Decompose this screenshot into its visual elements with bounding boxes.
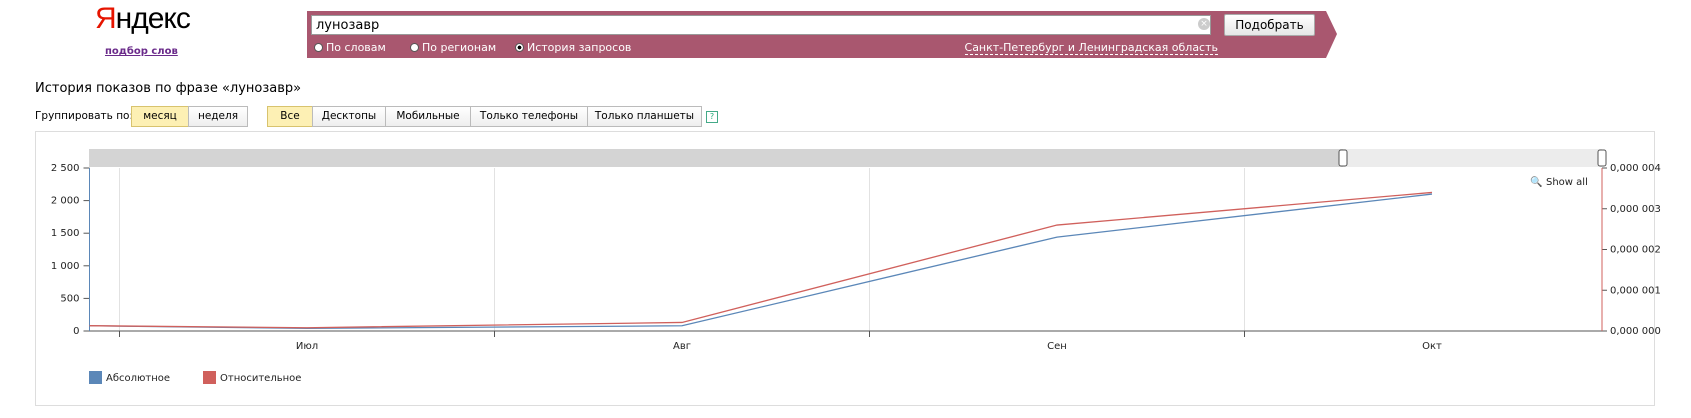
- y2-tick-label: 0,000 002: [1610, 245, 1661, 256]
- group-label: Группировать по:: [35, 110, 134, 122]
- device-button[interactable]: Десктопы: [312, 106, 386, 127]
- device-button[interactable]: Все: [267, 106, 313, 127]
- y-tick-label: 0: [73, 326, 79, 337]
- x-tick-label: Окт: [1422, 341, 1442, 352]
- y2-tick-label: 0,000 001: [1610, 285, 1661, 296]
- group-button[interactable]: неделя: [188, 106, 248, 127]
- device-button[interactable]: Только планшеты: [587, 106, 702, 127]
- legend-label[interactable]: Абсолютное: [106, 373, 170, 384]
- legend-swatch[interactable]: [89, 371, 102, 384]
- search-button[interactable]: Подобрать: [1224, 14, 1315, 36]
- clear-button[interactable]: ×: [1198, 18, 1210, 30]
- y2-tick-label: 0,000 004: [1610, 163, 1661, 174]
- y-tick-label: 2 500: [51, 163, 80, 174]
- series-line: [89, 193, 1433, 330]
- y2-tick-label: 0,000 000: [1610, 326, 1661, 337]
- navigator-handle[interactable]: [1338, 149, 1348, 167]
- legend-label[interactable]: Относительное: [220, 373, 301, 384]
- y-tick-label: 1 500: [51, 228, 80, 239]
- device-button[interactable]: Мобильные: [385, 106, 471, 127]
- navigator-window[interactable]: [1343, 149, 1602, 167]
- device-button[interactable]: Только телефоны: [470, 106, 588, 127]
- heading: История показов по фразе «лунозавр»: [35, 81, 302, 96]
- zoom-icon: 🔍: [1530, 175, 1542, 188]
- mode-radio[interactable]: По словам: [314, 41, 386, 54]
- y-tick-label: 1 000: [51, 261, 80, 272]
- chart-frame: [35, 131, 1655, 406]
- x-tick-label: Июл: [296, 341, 318, 352]
- y-tick-label: 2 000: [51, 196, 80, 207]
- navigator[interactable]: [89, 149, 1602, 167]
- x-tick-label: Сен: [1047, 341, 1067, 352]
- x-tick-label: Авг: [673, 341, 691, 352]
- region-link[interactable]: Санкт-Петербург и Ленинградская область: [964, 41, 1218, 55]
- wordstat-link[interactable]: подбор слов: [105, 46, 178, 57]
- mode-radio[interactable]: История запросов: [515, 41, 631, 54]
- help-icon[interactable]: ?: [706, 111, 718, 123]
- show-all[interactable]: Show all: [1546, 177, 1588, 188]
- mode-radio[interactable]: По регионам: [410, 41, 496, 54]
- search-input[interactable]: лунозавр: [311, 15, 1211, 35]
- navigator-handle[interactable]: [1597, 149, 1607, 167]
- legend-swatch[interactable]: [203, 371, 216, 384]
- logo[interactable]: Яндекс: [95, 2, 191, 35]
- series-line: [89, 191, 1433, 329]
- y2-tick-label: 0,000 003: [1610, 204, 1661, 215]
- y-tick-label: 500: [60, 293, 79, 304]
